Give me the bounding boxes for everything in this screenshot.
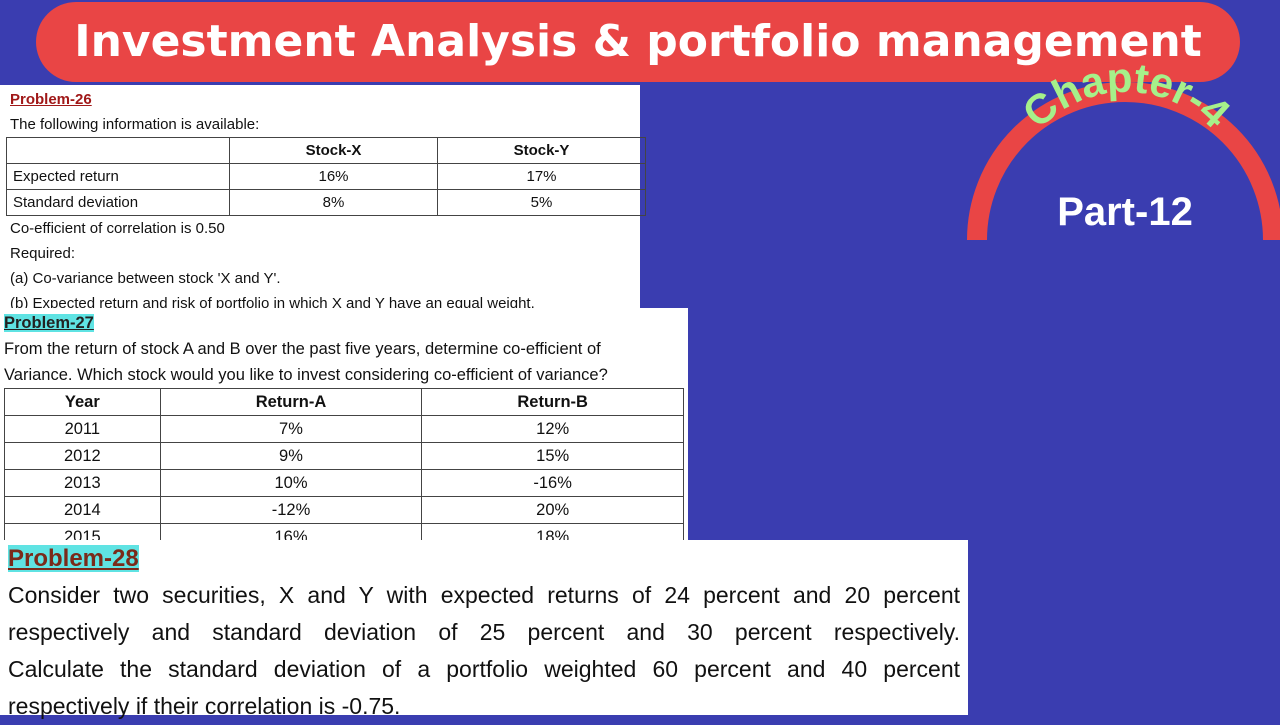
problem-label: Problem-27 bbox=[4, 314, 94, 332]
header-row: Stock-X Stock-Y bbox=[6, 137, 646, 164]
table-row: Standard deviation 8% 5% bbox=[6, 189, 646, 216]
problem-28: Problem-28 Consider two securities, X and… bbox=[0, 540, 968, 719]
column-header: Stock-Y bbox=[437, 137, 646, 164]
label-row: Problem-27 bbox=[4, 310, 684, 336]
column-header: Year bbox=[4, 388, 161, 416]
header-row: Year Return-A Return-B bbox=[4, 388, 684, 416]
row-label: Standard deviation bbox=[6, 189, 230, 216]
table-row: 2011 7% 12% bbox=[4, 415, 684, 443]
table-row: 2014 -12% 20% bbox=[4, 496, 684, 524]
problem-label: Problem-26 bbox=[10, 91, 92, 108]
table-row: 2012 9% 15% bbox=[4, 442, 684, 470]
column-header: Return-A bbox=[159, 388, 423, 416]
cell: -16% bbox=[421, 469, 684, 497]
cell: 7% bbox=[159, 415, 423, 443]
text-line: Consider two securities, X and Y with ex… bbox=[8, 582, 960, 608]
data-table: Year Return-A Return-B 2011 7% 12% 2012 9% 15% 20… bbox=[4, 388, 684, 551]
problem-label: Problem-28 bbox=[8, 545, 139, 572]
cell: 2011 bbox=[4, 415, 161, 443]
cell: 16% bbox=[229, 163, 438, 190]
data-table: Stock-X Stock-Y Expected return 16% 17% Stand… bbox=[6, 137, 646, 216]
note: (a) Co-variance between stock 'X and Y'. bbox=[10, 270, 281, 287]
cell: 2014 bbox=[4, 496, 161, 524]
text-line: respectively and standard deviation of 2… bbox=[8, 619, 960, 645]
text-line: respectively if their correlation is -0.… bbox=[8, 693, 401, 719]
table-row: Expected return 16% 17% bbox=[6, 163, 646, 190]
problem-26: Problem-26 The following information is a… bbox=[0, 85, 646, 312]
cell: 12% bbox=[421, 415, 684, 443]
cell: 17% bbox=[437, 163, 646, 190]
cell: 2013 bbox=[4, 469, 161, 497]
title-banner: Investment Analysis & portfolio manageme… bbox=[36, 2, 1240, 82]
label-row: Problem-26 bbox=[10, 87, 630, 112]
cell: 2012 bbox=[4, 442, 161, 470]
part-label: Part-12 bbox=[1057, 190, 1193, 234]
table-row: 2013 10% -16% bbox=[4, 469, 684, 497]
note: Required: bbox=[10, 245, 76, 262]
cell: 10% bbox=[159, 469, 423, 497]
cell: 15% bbox=[421, 442, 684, 470]
badge-arc bbox=[967, 82, 1280, 241]
label-row: Problem-28 bbox=[8, 540, 960, 577]
row-label: Expected return bbox=[6, 163, 230, 190]
text-line: Variance. Which stock would you like to … bbox=[4, 366, 608, 384]
chapter-text: Chapter-4 bbox=[1014, 60, 1240, 137]
intro: The following information is available: bbox=[10, 116, 260, 133]
cell: 5% bbox=[437, 189, 646, 216]
cell: 20% bbox=[421, 496, 684, 524]
corner-cell bbox=[6, 137, 230, 164]
note: Co-efficient of correlation is 0.50 bbox=[10, 220, 225, 237]
cell: -12% bbox=[159, 496, 423, 524]
column-header: Return-B bbox=[421, 388, 684, 416]
text-line: From the return of stock A and B over th… bbox=[4, 340, 601, 358]
column-header: Stock-X bbox=[229, 137, 438, 164]
note: (b) Expected return and risk of portfoli… bbox=[10, 295, 535, 312]
cell: 9% bbox=[159, 442, 423, 470]
problem-27: Problem-27 From the return of stock A and… bbox=[0, 308, 688, 551]
chapter-label: Chapter-4 bbox=[1014, 60, 1240, 137]
text-line: Calculate the standard deviation of a po… bbox=[8, 656, 960, 682]
chapter-badge: Chapter-4 Part-12 bbox=[967, 60, 1280, 241]
cell: 8% bbox=[229, 189, 438, 216]
